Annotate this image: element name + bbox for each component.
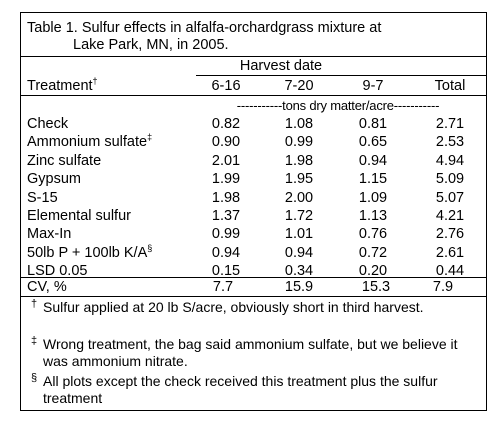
cell-total: 4.21 — [435, 208, 465, 224]
cell-7-20: 1.98 — [284, 152, 314, 169]
cell-total: 2.61 — [435, 244, 465, 261]
cell-6-16: 2.01 — [211, 152, 241, 169]
cell-7-20: 0.94 — [284, 244, 314, 261]
cell-7-20: 1.72 — [284, 208, 314, 224]
cell-9-7: 1.15 — [358, 171, 388, 188]
lsd-divider — [21, 277, 486, 278]
cell-9-7: 1.13 — [358, 208, 388, 224]
data-table: Table 1. Sulfur effects in alfalfa-orcha… — [20, 12, 487, 411]
cell-6-16: 0.99 — [211, 226, 241, 243]
harvest-date-label: Harvest date — [239, 58, 323, 74]
cell-6-16: 0.90 — [211, 134, 241, 151]
cell-total: 4.94 — [435, 152, 465, 169]
cell-total: 2.71 — [435, 116, 465, 132]
treatment-header-mark: † — [92, 76, 98, 87]
row-label: Max-In — [27, 225, 71, 243]
cell-7-20: 1.95 — [284, 171, 314, 188]
col-header-9-7: 9-7 — [362, 78, 384, 94]
cell-9-7: 0.72 — [358, 244, 388, 261]
footnote-1: Sulfur applied at 20 lb S/acre, obviousl… — [43, 299, 424, 315]
row-label: LSD 0.05 — [27, 262, 87, 280]
cell-total: 0.44 — [435, 263, 465, 280]
cell-total: 2.53 — [435, 134, 465, 151]
row-label: 50lb P + 100lb K/A§ — [27, 242, 153, 262]
treatment-name: Max-In — [27, 226, 72, 243]
cell-7-20: 0.99 — [284, 134, 314, 151]
cv-value-7-20: 15.9 — [284, 279, 314, 295]
treatment-name: LSD 0.05 — [27, 263, 88, 280]
cell-9-7: 0.65 — [358, 134, 388, 151]
col-header-total: Total — [434, 78, 466, 94]
cell-9-7: 0.81 — [358, 116, 388, 132]
cell-9-7: 1.09 — [358, 189, 388, 206]
treatment-name: 50lb P + 100lb K/A — [27, 244, 148, 261]
table-title-line-1: Table 1. Sulfur effects in alfalfa-orcha… — [27, 20, 382, 36]
footnote-3: All plots except the check received this… — [43, 373, 438, 406]
cell-6-16: 0.82 — [211, 116, 241, 132]
treatment-mark: § — [147, 242, 153, 253]
cv-value-6-16: 7.7 — [212, 279, 234, 295]
treatment-name: Ammonium sulfate — [27, 134, 148, 151]
treatment-name: Check — [27, 116, 69, 132]
cell-7-20: 1.01 — [284, 226, 314, 243]
treatment-name: S-15 — [27, 189, 58, 206]
cell-total: 2.76 — [435, 226, 465, 243]
cell-7-20: 1.08 — [284, 116, 314, 132]
cell-9-7: 0.94 — [358, 152, 388, 169]
footnote-2: Wrong treatment, the bag said ammonium s… — [43, 336, 458, 369]
cell-9-7: 0.20 — [358, 263, 388, 280]
cv-row-label: CV, % — [27, 279, 67, 295]
cell-total: 5.09 — [435, 171, 465, 188]
treatment-name: Zinc sulfate — [27, 152, 102, 169]
title-divider — [21, 56, 486, 57]
row-label: Zinc sulfate — [27, 152, 101, 170]
footnote-mark-1: † — [31, 298, 38, 310]
harvest-date-rule — [196, 75, 486, 76]
cell-7-20: 0.34 — [284, 263, 314, 280]
col-header-6-16: 6-16 — [211, 78, 241, 94]
col-header-7-20: 7-20 — [284, 78, 314, 94]
row-label: Gypsum — [27, 170, 81, 188]
row-label: S-15 — [27, 189, 58, 207]
units-label: -----------tons dry matter/acre---------… — [236, 98, 440, 113]
row-label: Ammonium sulfate‡ — [27, 133, 152, 151]
row-label: Elemental sulfur — [27, 207, 131, 225]
treatment-header-label: Treatment — [27, 78, 93, 94]
row-label: Check — [27, 115, 68, 133]
header-divider — [21, 95, 486, 96]
cv-divider — [21, 296, 486, 297]
cell-total: 5.07 — [435, 189, 465, 206]
treatment-name: Gypsum — [27, 171, 81, 188]
treatment-name: Elemental sulfur — [27, 208, 131, 224]
footnote-mark-2: ‡ — [31, 335, 38, 347]
treatment-header: Treatment† — [27, 77, 98, 95]
table-title-line-2: Lake Park, MN, in 2005. — [73, 37, 229, 53]
treatment-mark: ‡ — [147, 132, 153, 143]
cell-6-16: 0.15 — [211, 263, 241, 280]
cell-6-16: 1.37 — [211, 208, 241, 224]
cell-6-16: 1.98 — [211, 189, 241, 206]
cell-9-7: 0.76 — [358, 226, 388, 243]
cv-value-total: 7.9 — [432, 279, 454, 295]
cell-6-16: 0.94 — [211, 244, 241, 261]
footnote-mark-3: § — [31, 372, 38, 384]
cv-value-9-7: 15.3 — [361, 279, 391, 295]
cell-7-20: 2.00 — [284, 189, 314, 206]
cell-6-16: 1.99 — [211, 171, 241, 188]
